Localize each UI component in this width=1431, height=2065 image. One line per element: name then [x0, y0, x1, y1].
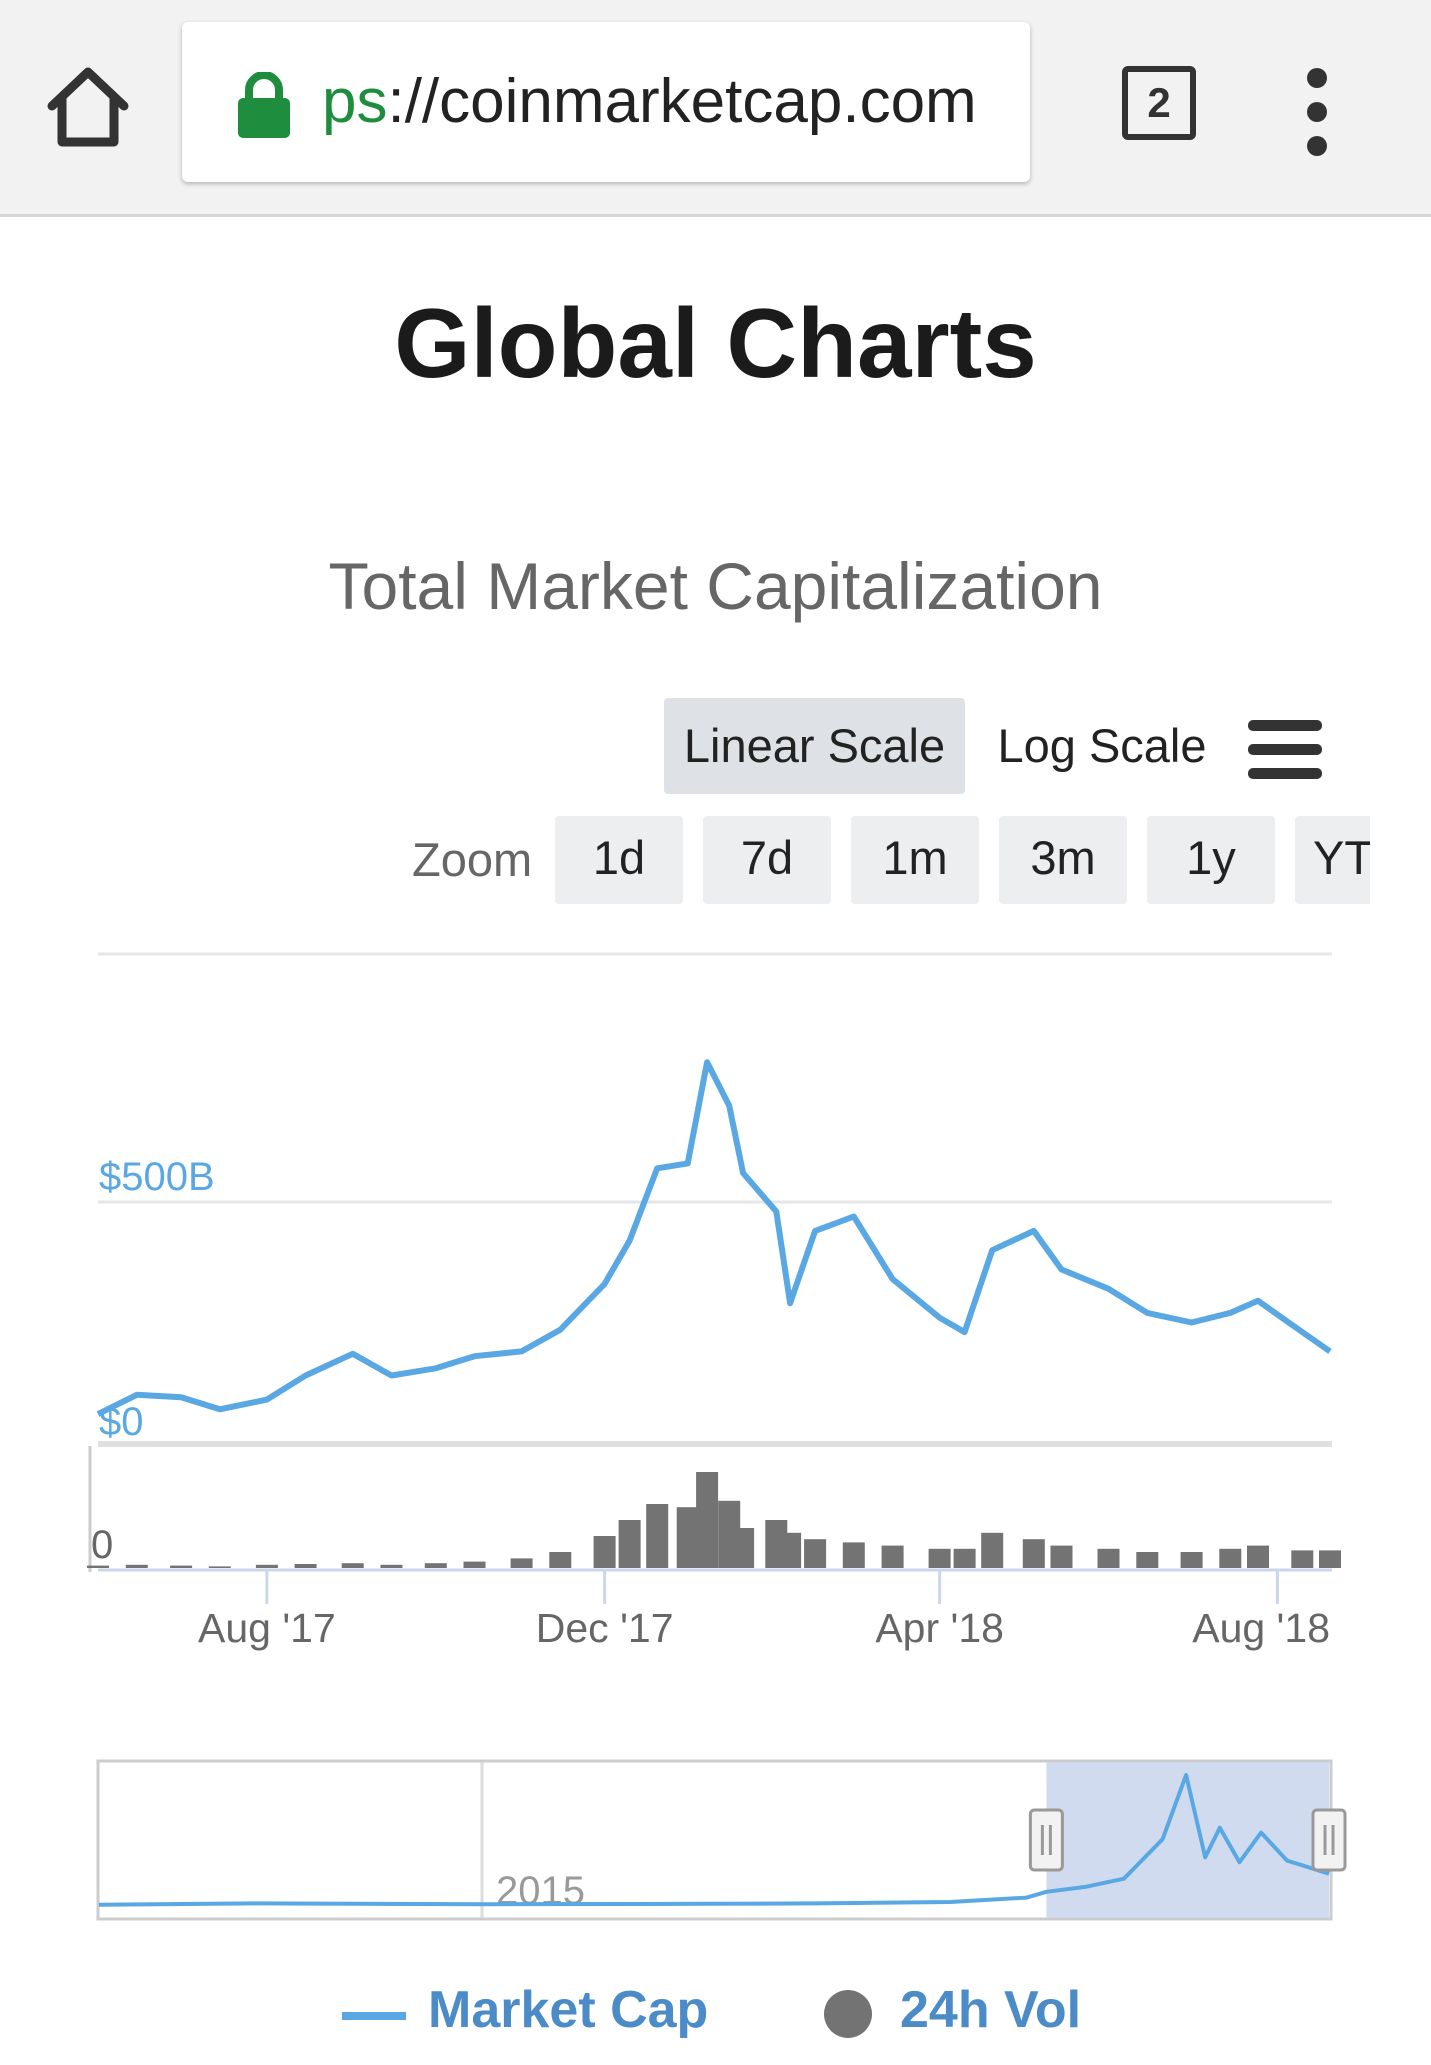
x-tick-label: Aug '18 [1192, 1605, 1330, 1651]
legend-24h-vol-label[interactable]: 24h Vol [900, 1981, 1082, 2039]
navigator-handle-right[interactable] [1311, 1808, 1347, 1872]
log-scale-button[interactable]: Log Scale [997, 719, 1207, 772]
volume-bar [1050, 1545, 1073, 1568]
volume-bar [842, 1542, 865, 1568]
volume-bar [1022, 1539, 1045, 1568]
y-tick-label-0: $0 [99, 1400, 144, 1444]
volume-bar [87, 1565, 109, 1568]
legend-24h-vol-dot-icon[interactable] [824, 1990, 872, 2038]
x-tick-label: Dec '17 [536, 1605, 674, 1651]
volume-bar [380, 1564, 403, 1568]
address-bar[interactable]: ps://coinmarketcap.com [182, 22, 1030, 182]
zoom-1d-button[interactable]: 1d [555, 816, 683, 904]
x-tick-label: Apr '18 [875, 1605, 1004, 1651]
page-title: Global Charts [394, 288, 1037, 398]
volume-bar [1247, 1545, 1269, 1568]
zoom-7d-button[interactable]: 7d [703, 816, 831, 904]
volume-bar [676, 1507, 699, 1568]
x-axis-labels: Aug '17 Dec '17 Apr '18 Aug '18 [198, 1605, 1330, 1651]
url-domain: ://coinmarketcap.com [387, 67, 977, 136]
volume-bar [881, 1545, 904, 1568]
navigator-year-label: 2015 [496, 1869, 585, 1913]
legend-market-cap-label[interactable]: Market Cap [428, 1981, 709, 2039]
browser-toolbar: ps://coinmarketcap.com 2 [0, 0, 1431, 217]
market-cap-chart: $500B $0 0 Aug '17 Dec '17 Apr '18 Aug '18 … [87, 952, 1347, 1921]
navigator-handle-left[interactable] [1028, 1808, 1064, 1872]
volume-bar [928, 1548, 951, 1568]
volume-bars [87, 1472, 1341, 1568]
volume-bar [1136, 1552, 1159, 1568]
volume-bar [1291, 1550, 1314, 1568]
volume-bar [1319, 1550, 1341, 1568]
volume-bar [1097, 1548, 1120, 1568]
volume-bar [696, 1472, 719, 1568]
volume-bar [510, 1558, 533, 1568]
volume-bar [294, 1564, 317, 1568]
volume-bar [170, 1565, 193, 1568]
zoom-1y-button[interactable]: 1y [1147, 816, 1275, 904]
volume-bar [732, 1528, 755, 1568]
zoom-ytd-button[interactable]: YTD [1295, 816, 1370, 904]
volume-bar [1219, 1548, 1242, 1568]
legend-market-cap-line-icon[interactable] [342, 2012, 406, 2020]
volume-bar [779, 1532, 802, 1568]
zoom-label: Zoom [412, 833, 533, 886]
chart-title: Total Market Capitalization [328, 549, 1103, 623]
volume-tick-label-0: 0 [91, 1523, 113, 1567]
tabs-icon[interactable]: 2 [1122, 66, 1196, 140]
x-tick-label: Aug '17 [198, 1605, 336, 1651]
volume-bar [804, 1539, 827, 1568]
y-tick-label-500b: $500B [99, 1155, 215, 1199]
volume-bar [424, 1563, 447, 1568]
volume-bar [618, 1520, 641, 1568]
more-vert-icon[interactable] [1300, 68, 1336, 168]
url-scheme: ps [322, 67, 388, 136]
navigator[interactable]: 2015 [96, 1759, 1347, 1921]
volume-bar [463, 1561, 486, 1568]
zoom-1m-button[interactable]: 1m [851, 816, 979, 904]
zoom-3m-button[interactable]: 3m [999, 816, 1127, 904]
navigator-series-line [98, 1773, 1330, 1907]
volume-bar [981, 1532, 1004, 1568]
linear-scale-button[interactable]: Linear Scale [664, 698, 965, 794]
volume-bar [593, 1536, 616, 1568]
market-cap-series-line [96, 1059, 1332, 1417]
volume-bar [1180, 1552, 1203, 1568]
x-axis-ticks [265, 1570, 1279, 1604]
volume-bar [953, 1548, 976, 1568]
volume-bar [341, 1563, 364, 1568]
volume-bar [549, 1552, 572, 1568]
lock-icon [238, 71, 290, 138]
home-icon[interactable] [40, 58, 136, 154]
volume-bar [255, 1564, 278, 1568]
url-text[interactable]: ps://coinmarketcap.com [322, 66, 977, 138]
hamburger-menu-icon[interactable] [1248, 720, 1322, 780]
volume-bar [646, 1504, 669, 1568]
volume-bar [125, 1564, 148, 1568]
volume-bar [208, 1566, 231, 1568]
